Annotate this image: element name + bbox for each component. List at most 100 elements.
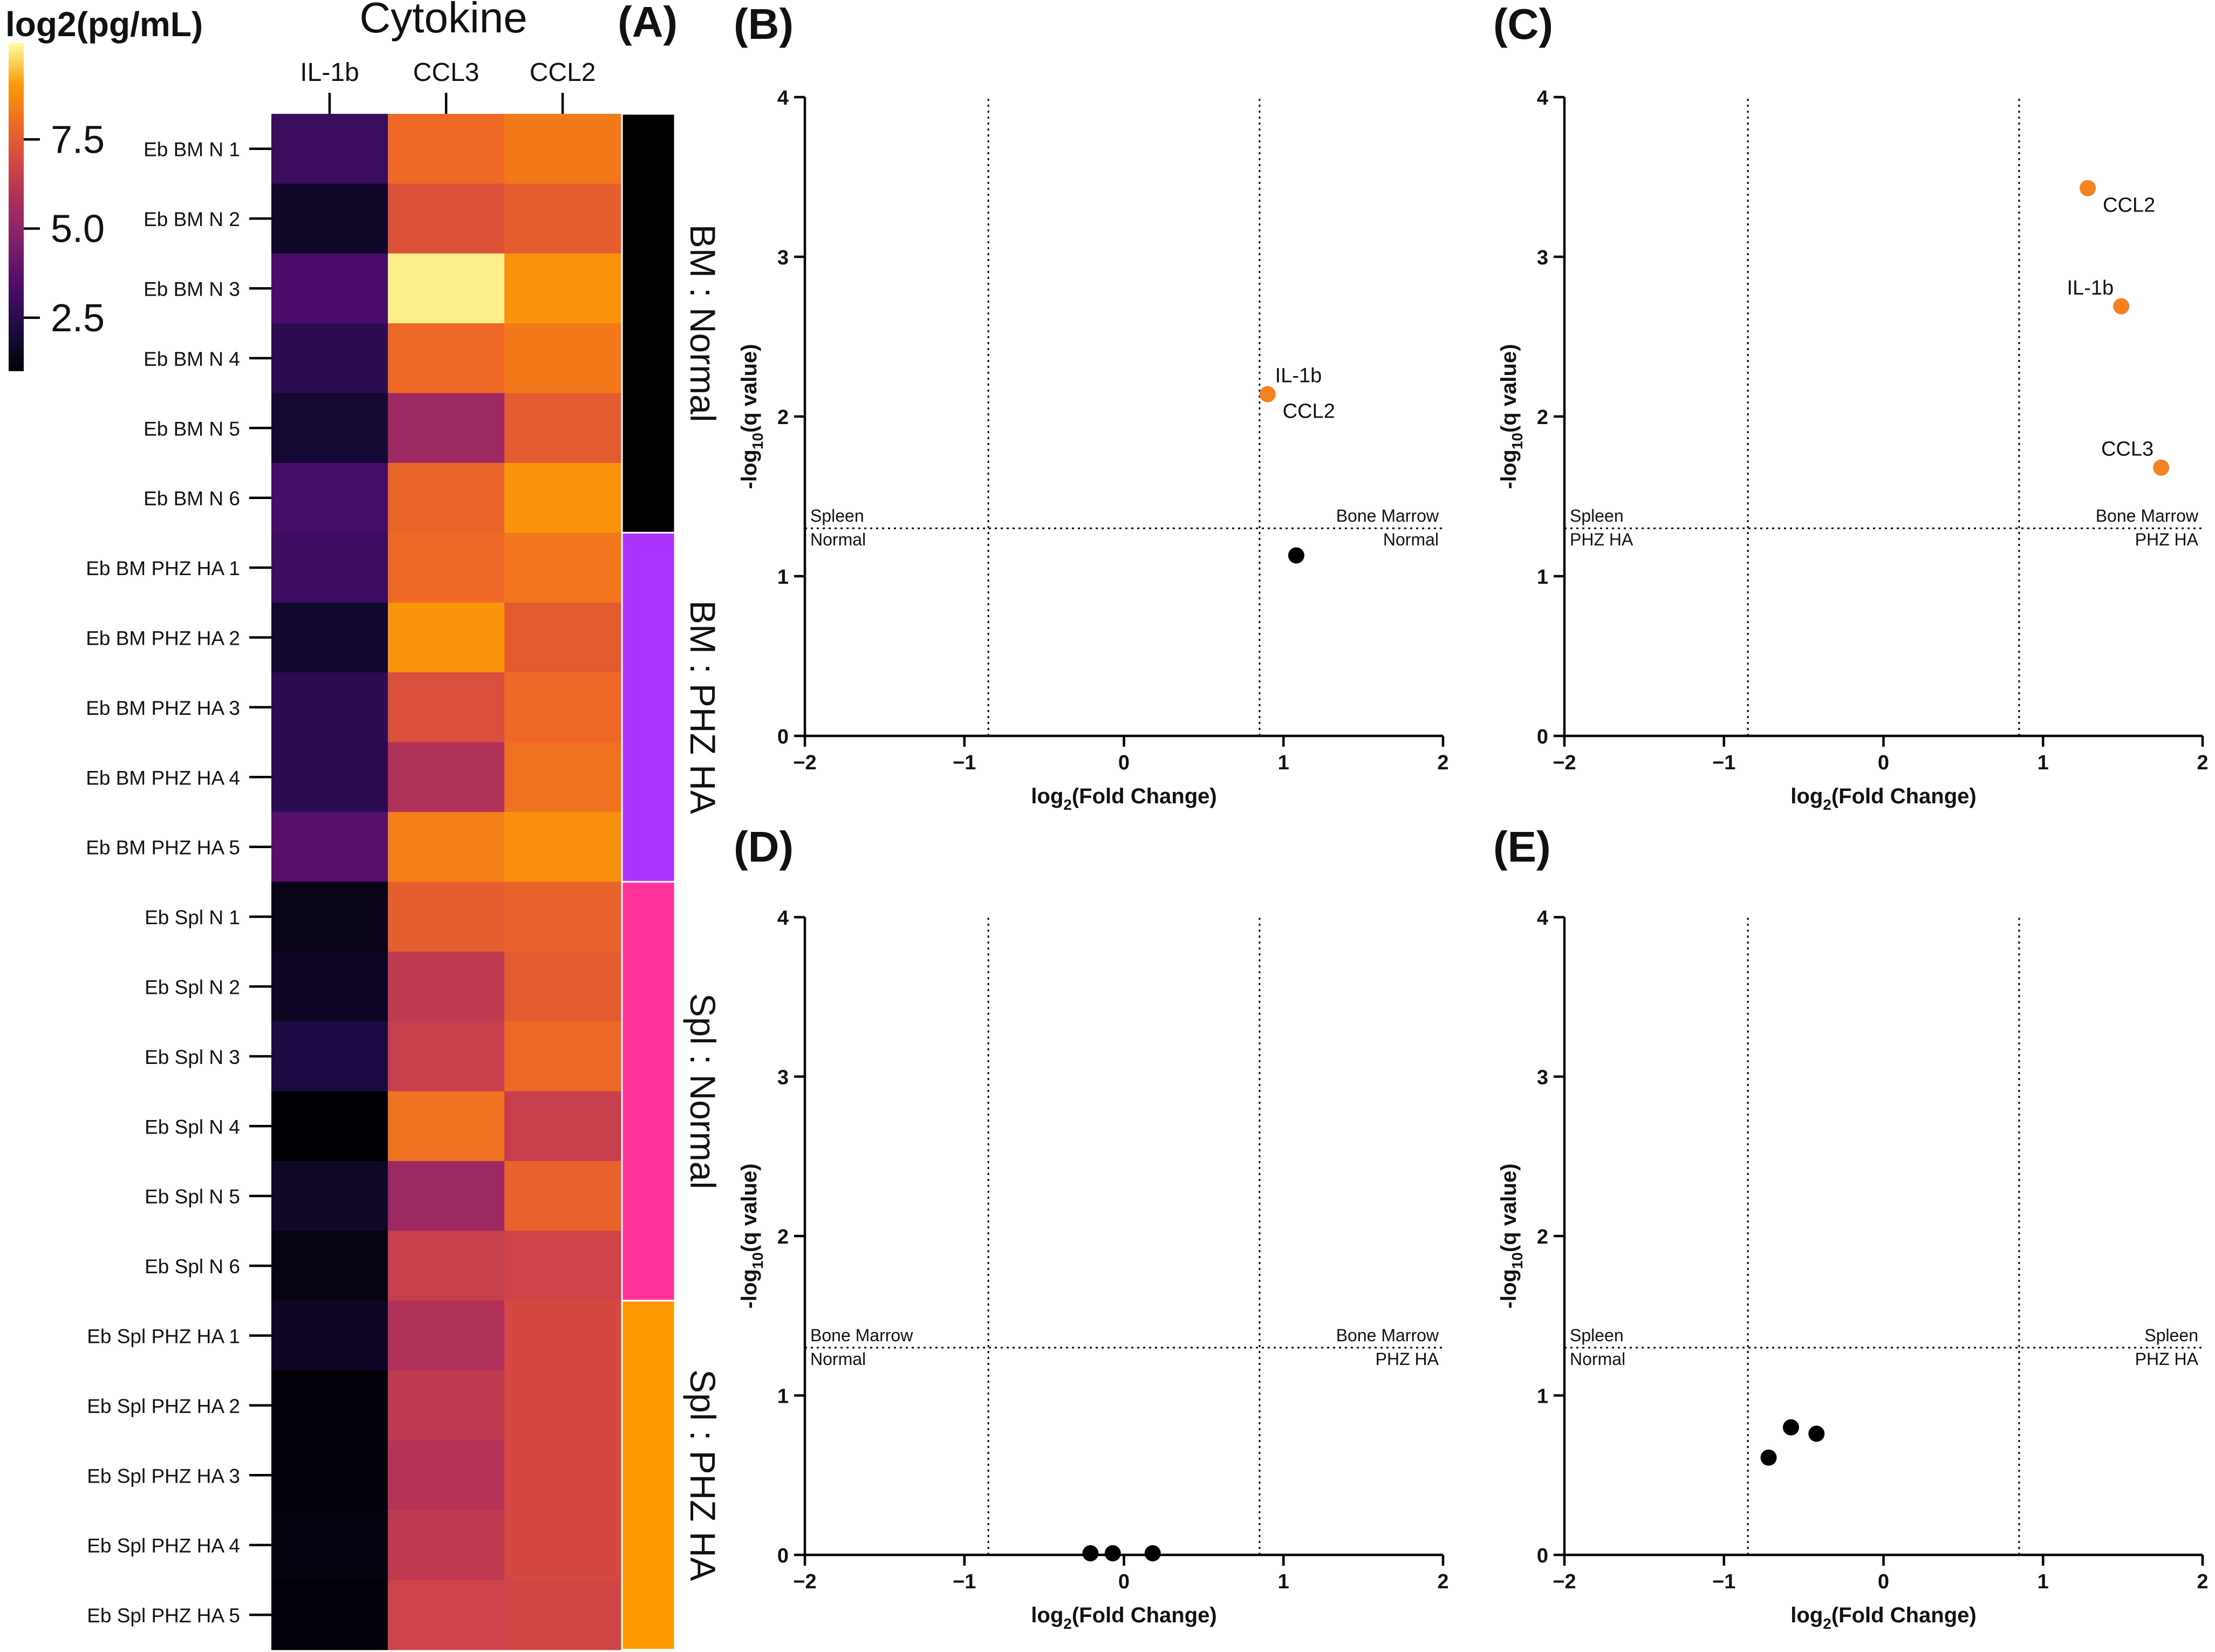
row-label: Eb Spl PHZ HA 5: [87, 1605, 240, 1627]
corner-label-bottom-left: PHZ HA: [1570, 530, 1633, 549]
x-tick-label: 2: [2197, 1571, 2208, 1593]
heatmap-cell: [271, 1510, 388, 1580]
heatmap-cell: [504, 323, 621, 394]
group-bar: [621, 113, 676, 534]
heatmap-title: Cytokine: [359, 0, 527, 42]
y-axis-label-rest: (q value): [737, 1164, 761, 1252]
y-tick-label: 4: [777, 87, 789, 110]
corner-label-top-right: Bone Marrow: [2096, 506, 2199, 525]
colorbar-tick-label: 7.5: [51, 118, 105, 161]
heatmap-cell: [504, 1231, 621, 1301]
panel-label: (D): [734, 823, 794, 871]
y-tick-label: 1: [777, 1385, 789, 1408]
y-axis-label-sub: 10: [749, 1252, 766, 1269]
corner-label-top-left: Spleen: [1570, 506, 1624, 525]
data-point: [1760, 1449, 1777, 1466]
heatmap-cell: [504, 1300, 621, 1371]
y-tick-label: 0: [777, 726, 789, 748]
x-tick-label: −1: [1712, 1571, 1735, 1593]
x-tick-label: 0: [1878, 752, 1889, 774]
group-bar: [621, 1300, 676, 1651]
colorbar-tick-label: 5.0: [51, 208, 105, 251]
heatmap-cell: [271, 183, 388, 254]
heatmap-cell: [504, 742, 621, 813]
corner-label-top-left: Spleen: [1570, 1326, 1624, 1345]
panel-label: (B): [734, 0, 794, 48]
y-tick-label: 2: [1537, 1226, 1548, 1248]
heatmap-cell: [388, 1580, 505, 1650]
x-axis-label: log2(Fold Change): [1031, 784, 1216, 813]
heatmap-cell: [388, 463, 505, 533]
heatmap-cell: [271, 1091, 388, 1162]
corner-label-bottom-left: Normal: [1570, 1349, 1625, 1369]
row-label: Eb Spl PHZ HA 3: [87, 1465, 240, 1487]
point-label: CCL2: [2103, 194, 2155, 217]
group-label: BM : Normal: [683, 224, 723, 422]
corner-label-top-right: Bone Marrow: [1336, 506, 1439, 525]
heatmap-cell: [388, 1021, 505, 1092]
row-label: Eb BM N 4: [143, 348, 240, 370]
panel-label-a: (A): [618, 0, 678, 46]
row-label: Eb BM PHZ HA 2: [86, 627, 240, 650]
y-tick-label: 1: [777, 566, 789, 589]
y-axis-label-sub: 10: [749, 433, 766, 449]
data-point: [1144, 1545, 1161, 1562]
heatmap-cell: [271, 1300, 388, 1371]
y-tick-label: 2: [777, 1226, 789, 1248]
x-axis-label-rest: (Fold Change): [1072, 784, 1217, 808]
heatmap-cell: [504, 951, 621, 1022]
row-label: Eb BM N 6: [143, 488, 240, 510]
y-axis-label-sub: 10: [1509, 433, 1526, 449]
y-axis-label-main: -log: [737, 449, 761, 489]
volcano-plot: (C) −2 −1 0 1 2 0 1 2 3 4 Spleen PHZ HA Bone Marrow PH…: [1493, 0, 2209, 813]
row-label: Eb Spl PHZ HA 4: [87, 1535, 240, 1557]
heatmap-cell: [388, 1231, 505, 1301]
corner-label-bottom-right: PHZ HA: [1376, 1349, 1439, 1369]
heatmap-cell: [271, 951, 388, 1022]
y-tick-label: 2: [1537, 406, 1548, 429]
x-tick-label: −1: [953, 1571, 976, 1593]
x-axis-label-main: log: [1031, 1603, 1063, 1627]
data-point: [2080, 180, 2096, 196]
heatmap-cell: [504, 533, 621, 603]
row-label: Eb Spl N 6: [145, 1255, 240, 1278]
heatmap-cell: [504, 1161, 621, 1231]
y-tick-label: 4: [1537, 907, 1548, 930]
x-axis-label-main: log: [1790, 1603, 1823, 1627]
point-label: IL-1b: [1275, 365, 1322, 387]
data-point: [1082, 1545, 1099, 1562]
x-axis-label: log2(Fold Change): [1790, 784, 1976, 813]
column-label: CCL3: [413, 58, 480, 87]
heatmap-cell: [504, 114, 621, 184]
x-tick-label: 2: [1437, 1571, 1448, 1593]
heatmap-cell: [271, 463, 388, 533]
x-axis-label-main: log: [1790, 784, 1823, 808]
x-tick-label: −2: [793, 752, 816, 774]
x-tick-label: 1: [2038, 752, 2049, 774]
y-tick-label: 0: [1537, 1545, 1548, 1567]
row-label: Eb Spl N 1: [145, 906, 240, 929]
heatmap-cell: [504, 1021, 621, 1092]
heatmap-cell: [504, 812, 621, 882]
x-tick-label: 2: [1437, 752, 1448, 774]
x-tick-label: −2: [1553, 1571, 1576, 1593]
heatmap-cell: [504, 393, 621, 463]
row-label: Eb Spl N 2: [145, 977, 240, 999]
corner-label-bottom-right: PHZ HA: [2135, 530, 2199, 549]
heatmap-cell: [271, 602, 388, 673]
group-bar: [621, 531, 676, 883]
colorbar-tick-label: 2.5: [51, 297, 105, 340]
x-tick-label: −2: [793, 1571, 816, 1593]
x-axis-label-main: log: [1031, 784, 1063, 808]
x-axis-label-sub: 2: [1063, 1615, 1072, 1632]
heatmap-cell: [388, 1440, 505, 1511]
heatmap-cell: [504, 1510, 621, 1580]
y-tick-label: 1: [1537, 566, 1548, 589]
heatmap-cell: [388, 1161, 505, 1231]
group-bar: [621, 880, 676, 1302]
x-tick-label: 1: [1278, 752, 1289, 774]
x-axis-label-rest: (Fold Change): [1831, 784, 1977, 808]
heatmap-cell: [388, 951, 505, 1022]
data-point: [1259, 386, 1276, 402]
y-tick-label: 4: [1537, 87, 1548, 110]
